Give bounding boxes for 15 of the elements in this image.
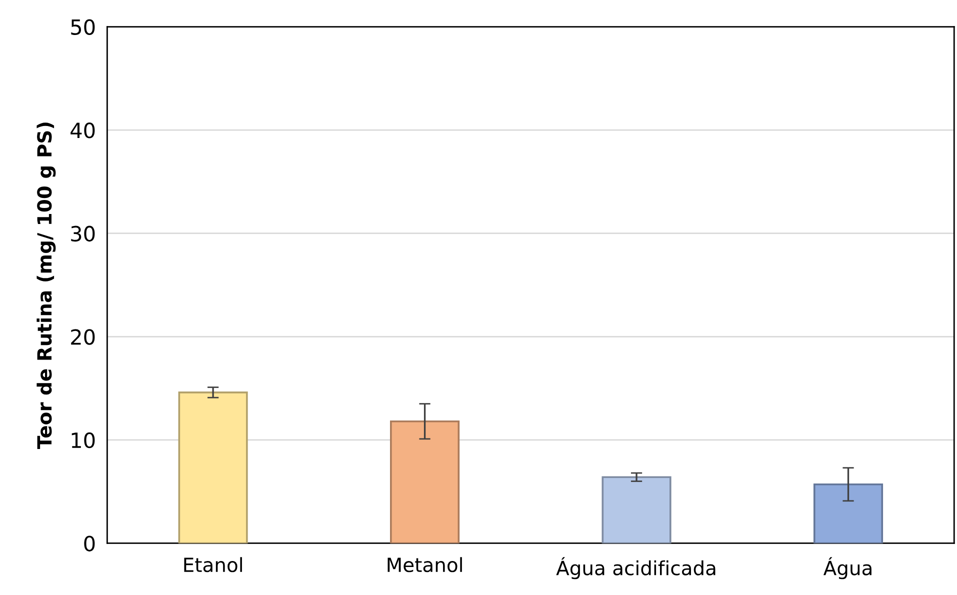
x-tick-label: Metanol: [388, 557, 462, 572]
bar: [390, 420, 460, 544]
x-tick-label: Água acidificada: [556, 557, 716, 580]
y-tick-label: 40: [70, 122, 95, 138]
y-tick-label: 20: [71, 329, 95, 345]
y-tick-label: 10: [72, 432, 95, 448]
y-axis-title: Teor de Rutina (mg/ 100 g PS): [36, 122, 56, 449]
y-tick-label: 0: [84, 536, 95, 552]
bar: [602, 476, 672, 544]
x-tick-label: Água: [823, 557, 872, 580]
x-tick-label: Etanol: [184, 557, 242, 572]
y-tick-label: 30: [71, 226, 95, 242]
y-tick-label: 50: [71, 19, 95, 35]
bar: [178, 392, 248, 544]
bar: [813, 483, 884, 544]
